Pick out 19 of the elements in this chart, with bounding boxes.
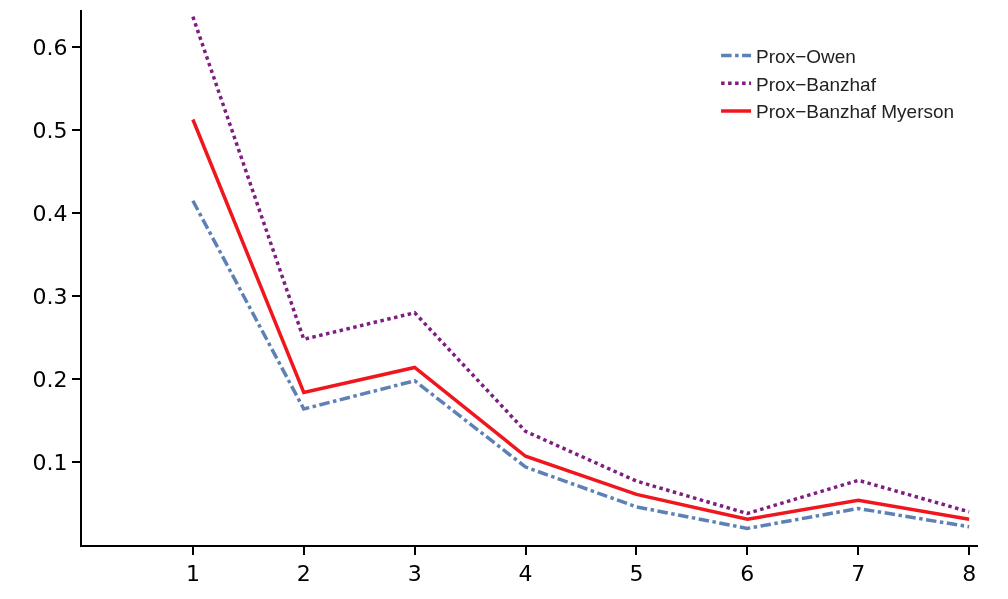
x-tick-label: 7: [851, 561, 866, 587]
x-tick-label: 2: [296, 561, 311, 587]
x-tick-label: 6: [740, 561, 755, 587]
y-tick-label: 0.4: [32, 200, 68, 226]
legend-label: Prox−Banzhaf Myerson: [756, 101, 955, 123]
x-tick-label: 8: [962, 561, 977, 587]
x-tick-label: 5: [629, 561, 644, 587]
y-tick-label: 0.2: [32, 366, 68, 392]
y-tick-label: 0.5: [32, 117, 68, 143]
x-tick-label: 3: [407, 561, 422, 587]
y-tick-label: 0.3: [32, 283, 68, 309]
legend-label: Prox−Banzhaf: [756, 73, 877, 95]
line-series: [191, 14, 971, 516]
x-tick-label: 4: [518, 561, 533, 587]
x-tick-label: 1: [185, 561, 200, 587]
line-series: [191, 199, 971, 531]
legend-label: Prox−Owen: [756, 46, 856, 68]
y-tick-label: 0.6: [32, 35, 68, 61]
y-tick-label: 0.1: [32, 449, 68, 475]
